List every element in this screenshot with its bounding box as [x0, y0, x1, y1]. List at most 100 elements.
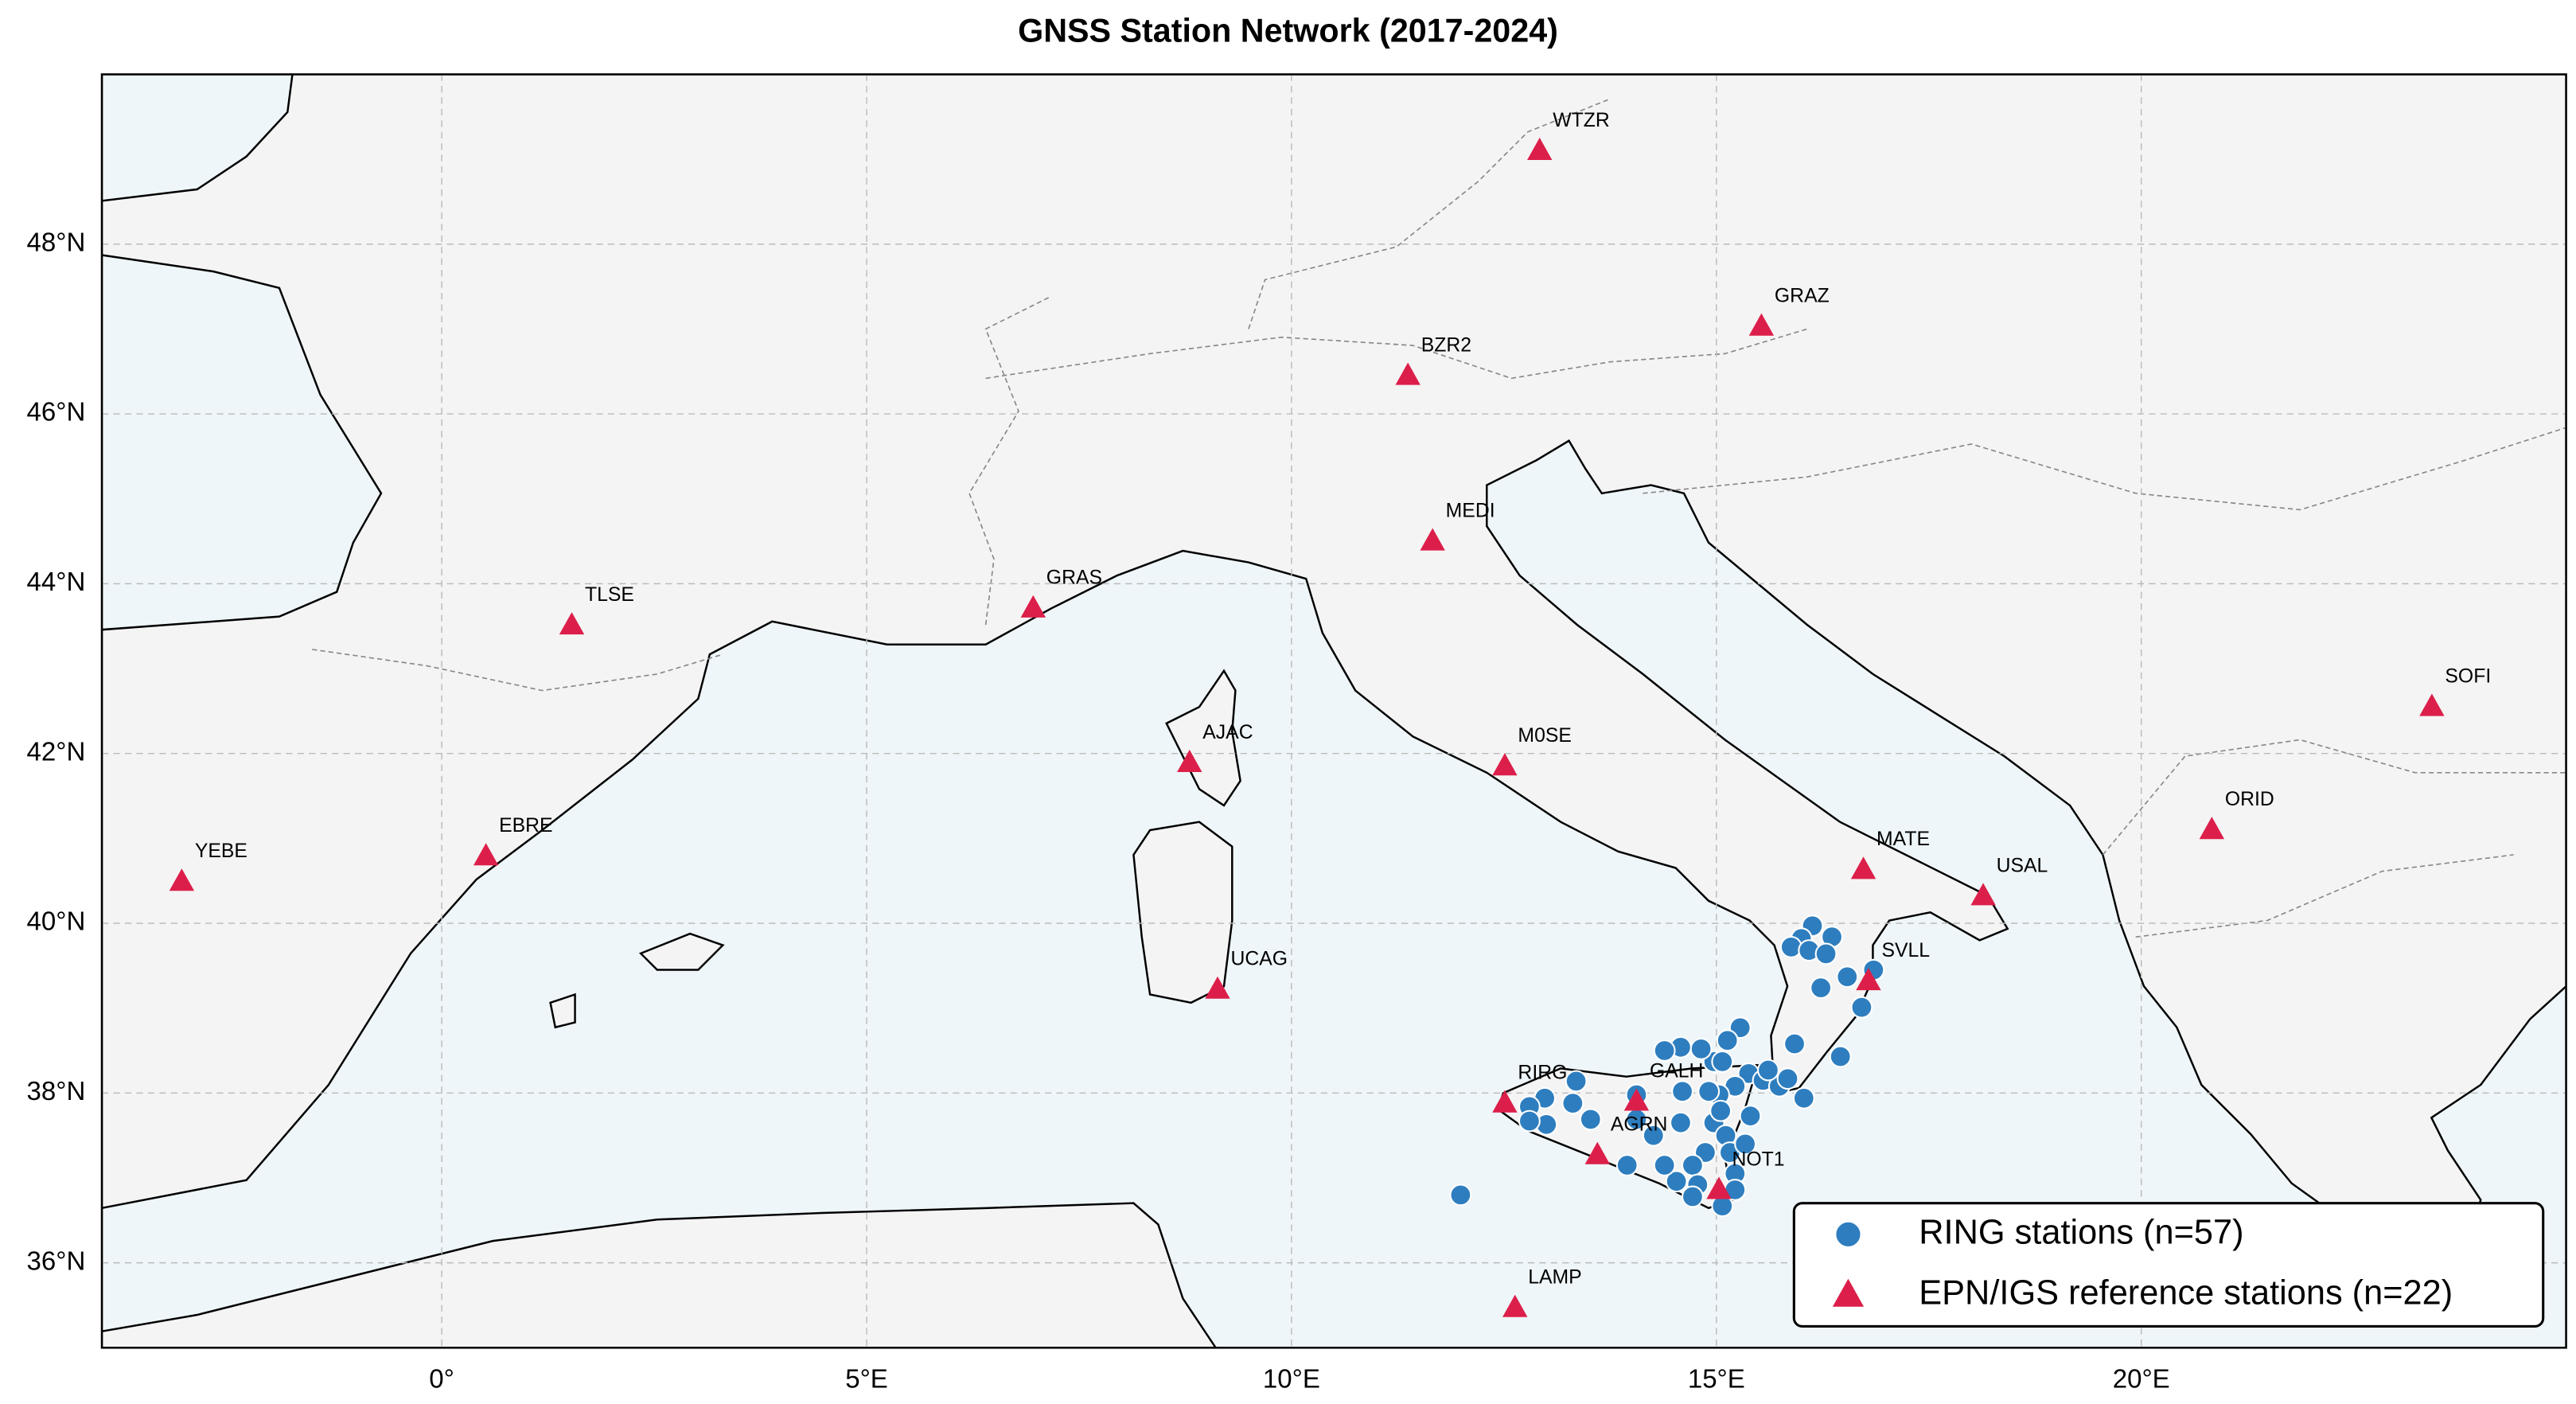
station-dot — [1709, 1099, 1732, 1122]
station-triangle — [1492, 1090, 1518, 1113]
station-dot — [1561, 1092, 1584, 1115]
basemap — [101, 74, 2566, 1348]
station-label: GRAZ — [1775, 286, 1830, 307]
station-triangle — [559, 612, 585, 635]
corsica — [1165, 669, 1241, 807]
station-dot — [1739, 1105, 1762, 1128]
station-triangle — [1502, 1294, 1528, 1317]
station-triangle — [1970, 883, 1996, 906]
station-label: LAMP — [1528, 1267, 1581, 1289]
station-label: GALH — [1650, 1060, 1703, 1082]
station-label: NOT1 — [1732, 1149, 1785, 1170]
station-dot — [1615, 1154, 1639, 1176]
station-label: MATE — [1876, 829, 1930, 850]
legend-label: RING stations (n=57) — [1919, 1213, 2243, 1251]
border — [312, 98, 2566, 938]
chart-title: GNSS Station Network (2017-2024) — [1018, 13, 1558, 49]
station-dot — [1779, 935, 1802, 958]
station-triangle — [1395, 362, 1421, 385]
sardinia — [1132, 821, 1233, 1004]
y-tick-label: 48°N — [27, 227, 86, 256]
y-tick-label: 46°N — [27, 397, 86, 427]
station-label: MEDI — [1446, 500, 1495, 521]
station-dot — [1682, 1154, 1704, 1176]
station-dot — [1682, 1185, 1704, 1208]
station-label: TLSE — [585, 584, 634, 606]
station-triangle — [1623, 1088, 1650, 1111]
station-dot — [1757, 1059, 1779, 1082]
station-label: ORID — [2225, 789, 2274, 810]
y-tick-label: 42°N — [27, 736, 86, 766]
station-label: WTZR — [1553, 110, 1610, 131]
station-dot — [1829, 1045, 1852, 1068]
sea — [101, 254, 383, 631]
station-triangle — [1420, 528, 1445, 551]
station-dot — [1783, 1032, 1806, 1055]
station-dot — [1850, 996, 1873, 1019]
station-label: M0SE — [1518, 725, 1571, 747]
x-tick-label: 15°E — [1688, 1363, 1745, 1393]
station-triangle — [1527, 137, 1553, 160]
station-dot — [1792, 1086, 1815, 1110]
station-dot — [1834, 1220, 1862, 1249]
station-dot — [1653, 1154, 1676, 1176]
station-triangle — [473, 843, 499, 866]
station-dot — [1565, 1070, 1588, 1093]
station-dot — [1814, 942, 1837, 965]
y-tick-label: 44°N — [27, 567, 86, 596]
station-label: UCAG — [1231, 949, 1288, 970]
x-tick-label: 10°E — [1263, 1363, 1320, 1393]
sea — [101, 74, 294, 202]
station-triangle — [1748, 313, 1775, 336]
station-dot — [1689, 1037, 1713, 1060]
station-triangle — [1020, 595, 1046, 618]
station-triangle — [1856, 968, 1881, 991]
station-triangle — [2419, 693, 2445, 716]
station-dot — [1734, 1133, 1757, 1156]
frame — [100, 73, 2567, 1349]
legend-box — [1792, 1202, 2545, 1328]
station-label: SOFI — [2445, 665, 2491, 687]
station-triangle — [1177, 749, 1202, 772]
station-dot — [1776, 1067, 1799, 1090]
station-triangle — [1850, 856, 1876, 879]
station-dot — [1671, 1080, 1694, 1103]
station-label: BZR2 — [1421, 334, 1471, 356]
station-dot — [1518, 1110, 1541, 1133]
mallorca — [638, 932, 725, 971]
station-dot — [1579, 1108, 1602, 1131]
x-tick-label: 5°E — [845, 1363, 888, 1393]
station-dot — [1665, 1170, 1688, 1193]
station-dot — [1653, 1039, 1676, 1062]
ibiza — [549, 993, 576, 1029]
station-triangle — [1584, 1141, 1611, 1164]
station-dot — [1810, 977, 1833, 999]
station-triangle — [1832, 1278, 1865, 1307]
station-triangle — [169, 868, 195, 891]
station-dot — [1836, 965, 1859, 989]
y-tick-label: 36°N — [27, 1246, 86, 1275]
station-dot — [1711, 1050, 1734, 1073]
station-label: AJAC — [1202, 722, 1253, 743]
station-label: GRAS — [1046, 567, 1102, 589]
y-tick-label: 38°N — [27, 1076, 86, 1106]
y-tick-label: 40°N — [27, 907, 86, 936]
station-label: USAL — [1997, 855, 2048, 876]
station-label: SVLL — [1881, 940, 1930, 961]
station-triangle — [1706, 1176, 1732, 1199]
station-label: YEBE — [195, 840, 247, 862]
station-dot — [1716, 1029, 1739, 1052]
station-label: EBRE — [499, 815, 552, 837]
station-dot — [1449, 1184, 1472, 1207]
station-triangle — [1492, 753, 1518, 776]
station-dot — [1697, 1080, 1721, 1103]
x-tick-label: 0° — [429, 1363, 454, 1393]
station-triangle — [2199, 817, 2225, 840]
station-dot — [1670, 1111, 1692, 1134]
station-label: AGRN — [1611, 1114, 1668, 1136]
legend-label: EPN/IGS reference stations (n=22) — [1919, 1274, 2453, 1312]
station-dot — [1642, 1124, 1665, 1147]
sea — [101, 439, 2566, 1348]
